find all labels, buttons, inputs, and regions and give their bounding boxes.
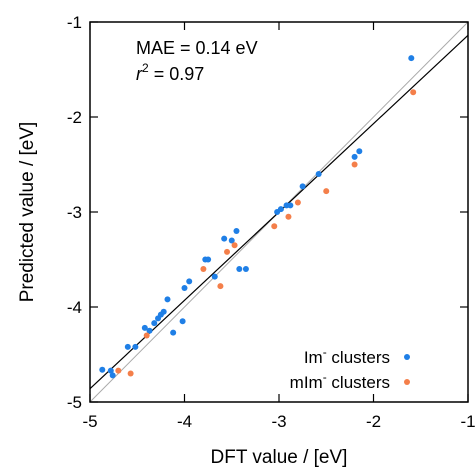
y-tick-label: -4 (67, 298, 82, 317)
legend-label-im: Im- clusters (304, 345, 390, 367)
x-tick-label: -3 (271, 412, 286, 431)
data-point-mim (217, 283, 224, 290)
data-point-im (236, 266, 243, 272)
data-point-im (299, 183, 306, 190)
data-point-im (315, 171, 322, 177)
data-point-mim (115, 367, 122, 374)
legend-label-mim: mIm- clusters (290, 370, 390, 392)
data-point-im (181, 285, 188, 291)
legend-marker-im (404, 354, 410, 360)
legend-marker-mim (404, 379, 410, 385)
data-point-mim (127, 370, 134, 377)
data-point-mim (285, 213, 292, 220)
data-point-im (211, 273, 218, 280)
data-point-im (146, 327, 153, 334)
y-tick-label: -5 (67, 393, 82, 412)
data-point-im (351, 153, 358, 160)
y-tick-label: -3 (67, 203, 82, 222)
data-point-im (277, 206, 284, 213)
legend-mim-rest: clusters (327, 373, 390, 392)
data-point-im (151, 320, 158, 327)
data-point-im (109, 372, 116, 379)
data-point-im (170, 329, 177, 336)
data-point-im (408, 55, 415, 62)
data-point-im (242, 266, 249, 272)
data-point-mim (143, 332, 150, 339)
r2-superscript: 2 (142, 61, 149, 75)
axis-ticks: -5 -4 -3 -2 -1-5-4-3-2-1 (67, 13, 476, 431)
data-point-im (99, 366, 106, 373)
x-tick-label: -5 (82, 412, 97, 431)
data-point-im (179, 318, 186, 325)
data-point-mim (231, 242, 238, 249)
mae-annotation: MAE = 0.14 eV (136, 38, 258, 58)
data-point-im (356, 148, 363, 155)
data-point-im (228, 237, 235, 244)
data-point-mim (323, 188, 330, 195)
data-point-mim (271, 223, 278, 230)
y-tick-label: -1 (67, 13, 82, 32)
data-point-mim (351, 161, 358, 168)
r2-annotation: r2 = 0.97 (136, 61, 204, 84)
legend-im-rest: clusters (327, 348, 390, 367)
data-point-im (186, 278, 193, 285)
data-point-im (132, 343, 139, 350)
data-points (99, 55, 417, 379)
data-point-im (107, 367, 114, 374)
y-tick-label: -2 (67, 108, 82, 127)
legend: Im- clusters mIm- clusters (290, 345, 410, 392)
data-point-im (141, 324, 148, 331)
data-point-im (124, 343, 131, 350)
data-point-im (160, 308, 167, 315)
x-tick-label: -2 (366, 412, 381, 431)
legend-mim-sup: - (323, 370, 327, 384)
y-axis-title: Predicted value / [eV] (17, 122, 38, 303)
data-point-im (205, 256, 212, 263)
data-point-im (287, 202, 294, 209)
legend-im-sup: - (323, 345, 327, 359)
data-point-im (221, 235, 228, 242)
legend-mim-name: mIm (290, 373, 323, 392)
data-point-im (164, 296, 171, 303)
x-tick-label: -4 (177, 412, 192, 431)
legend-im-name: Im (304, 348, 323, 367)
x-axis-title: DFT value / [eV] (211, 447, 348, 468)
data-point-mim (200, 266, 207, 272)
data-point-mim (224, 248, 231, 255)
data-point-mim (294, 199, 301, 206)
r2-value: = 0.97 (149, 64, 205, 84)
data-point-im (233, 228, 240, 234)
r2-variable: r (136, 64, 143, 84)
data-point-mim (410, 89, 417, 96)
x-tick-label: -1 (460, 412, 475, 431)
